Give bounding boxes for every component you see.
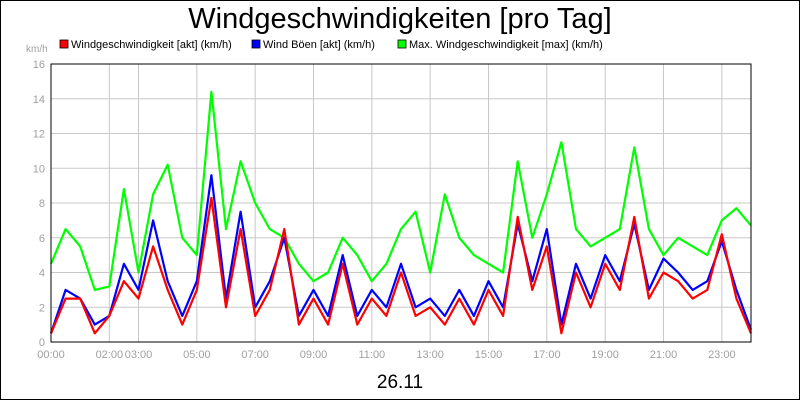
x-tick-label-5: 09:00 bbox=[300, 349, 328, 361]
legend-swatch-2 bbox=[397, 39, 407, 49]
x-tick-label-11: 21:00 bbox=[650, 349, 678, 361]
legend-swatch-1 bbox=[251, 39, 261, 49]
x-tick-labels: 00:00 02:00 03:00 05:00 07:00 09:00 11:00 13:00… bbox=[37, 349, 735, 361]
x-tick-label-3: 05:00 bbox=[183, 349, 211, 361]
x-tick-label-8: 15:00 bbox=[475, 349, 503, 361]
y-tick-label-4: 8 bbox=[39, 198, 45, 210]
chart-title: Windgeschwindigkeiten [pro Tag] bbox=[188, 3, 611, 35]
x-tick-label-7: 13:00 bbox=[416, 349, 444, 361]
legend-label-2: Max. Windgeschwindigkeit [max] (km/h) bbox=[409, 39, 603, 51]
x-tick-label-4: 07:00 bbox=[241, 349, 269, 361]
x-tick-label-9: 17:00 bbox=[533, 349, 561, 361]
x-tick-label-1: 02:00 bbox=[96, 349, 124, 361]
legend-label-1: Wind Böen [akt] (km/h) bbox=[263, 39, 375, 51]
x-axis-date-label: 26.11 bbox=[377, 372, 423, 393]
legend-swatch-0 bbox=[59, 39, 69, 49]
y-tick-label-1: 2 bbox=[39, 302, 45, 314]
x-tick-label-2: 03:00 bbox=[125, 349, 153, 361]
grid bbox=[50, 63, 751, 343]
series-group bbox=[49, 90, 753, 335]
y-tick-label-6: 12 bbox=[33, 129, 45, 141]
x-tick-label-0: 00:00 bbox=[37, 349, 65, 361]
y-tick-label-2: 4 bbox=[39, 268, 45, 280]
y-axis-unit: km/h bbox=[26, 44, 48, 55]
legend: Windgeschwindigkeit [akt] (km/h) Wind Böe… bbox=[59, 39, 603, 51]
series-line-1 bbox=[49, 174, 753, 334]
y-tick-label-3: 6 bbox=[39, 233, 45, 245]
y-tick-label-0: 0 bbox=[39, 337, 45, 349]
y-tick-label-8: 16 bbox=[33, 59, 45, 71]
series-line-0 bbox=[49, 196, 753, 335]
y-tick-label-5: 10 bbox=[33, 163, 45, 175]
x-tick-label-10: 19:00 bbox=[591, 349, 619, 361]
x-tick-label-6: 11:00 bbox=[358, 349, 385, 361]
y-tick-label-7: 14 bbox=[33, 94, 45, 106]
y-tick-labels: 0 2 4 6 8 10 12 14 16 bbox=[33, 59, 45, 349]
legend-label-0: Windgeschwindigkeit [akt] (km/h) bbox=[71, 39, 232, 51]
x-tick-label-12: 23:00 bbox=[708, 349, 736, 361]
plot-area-border bbox=[50, 63, 752, 343]
series-line-2 bbox=[49, 90, 752, 291]
